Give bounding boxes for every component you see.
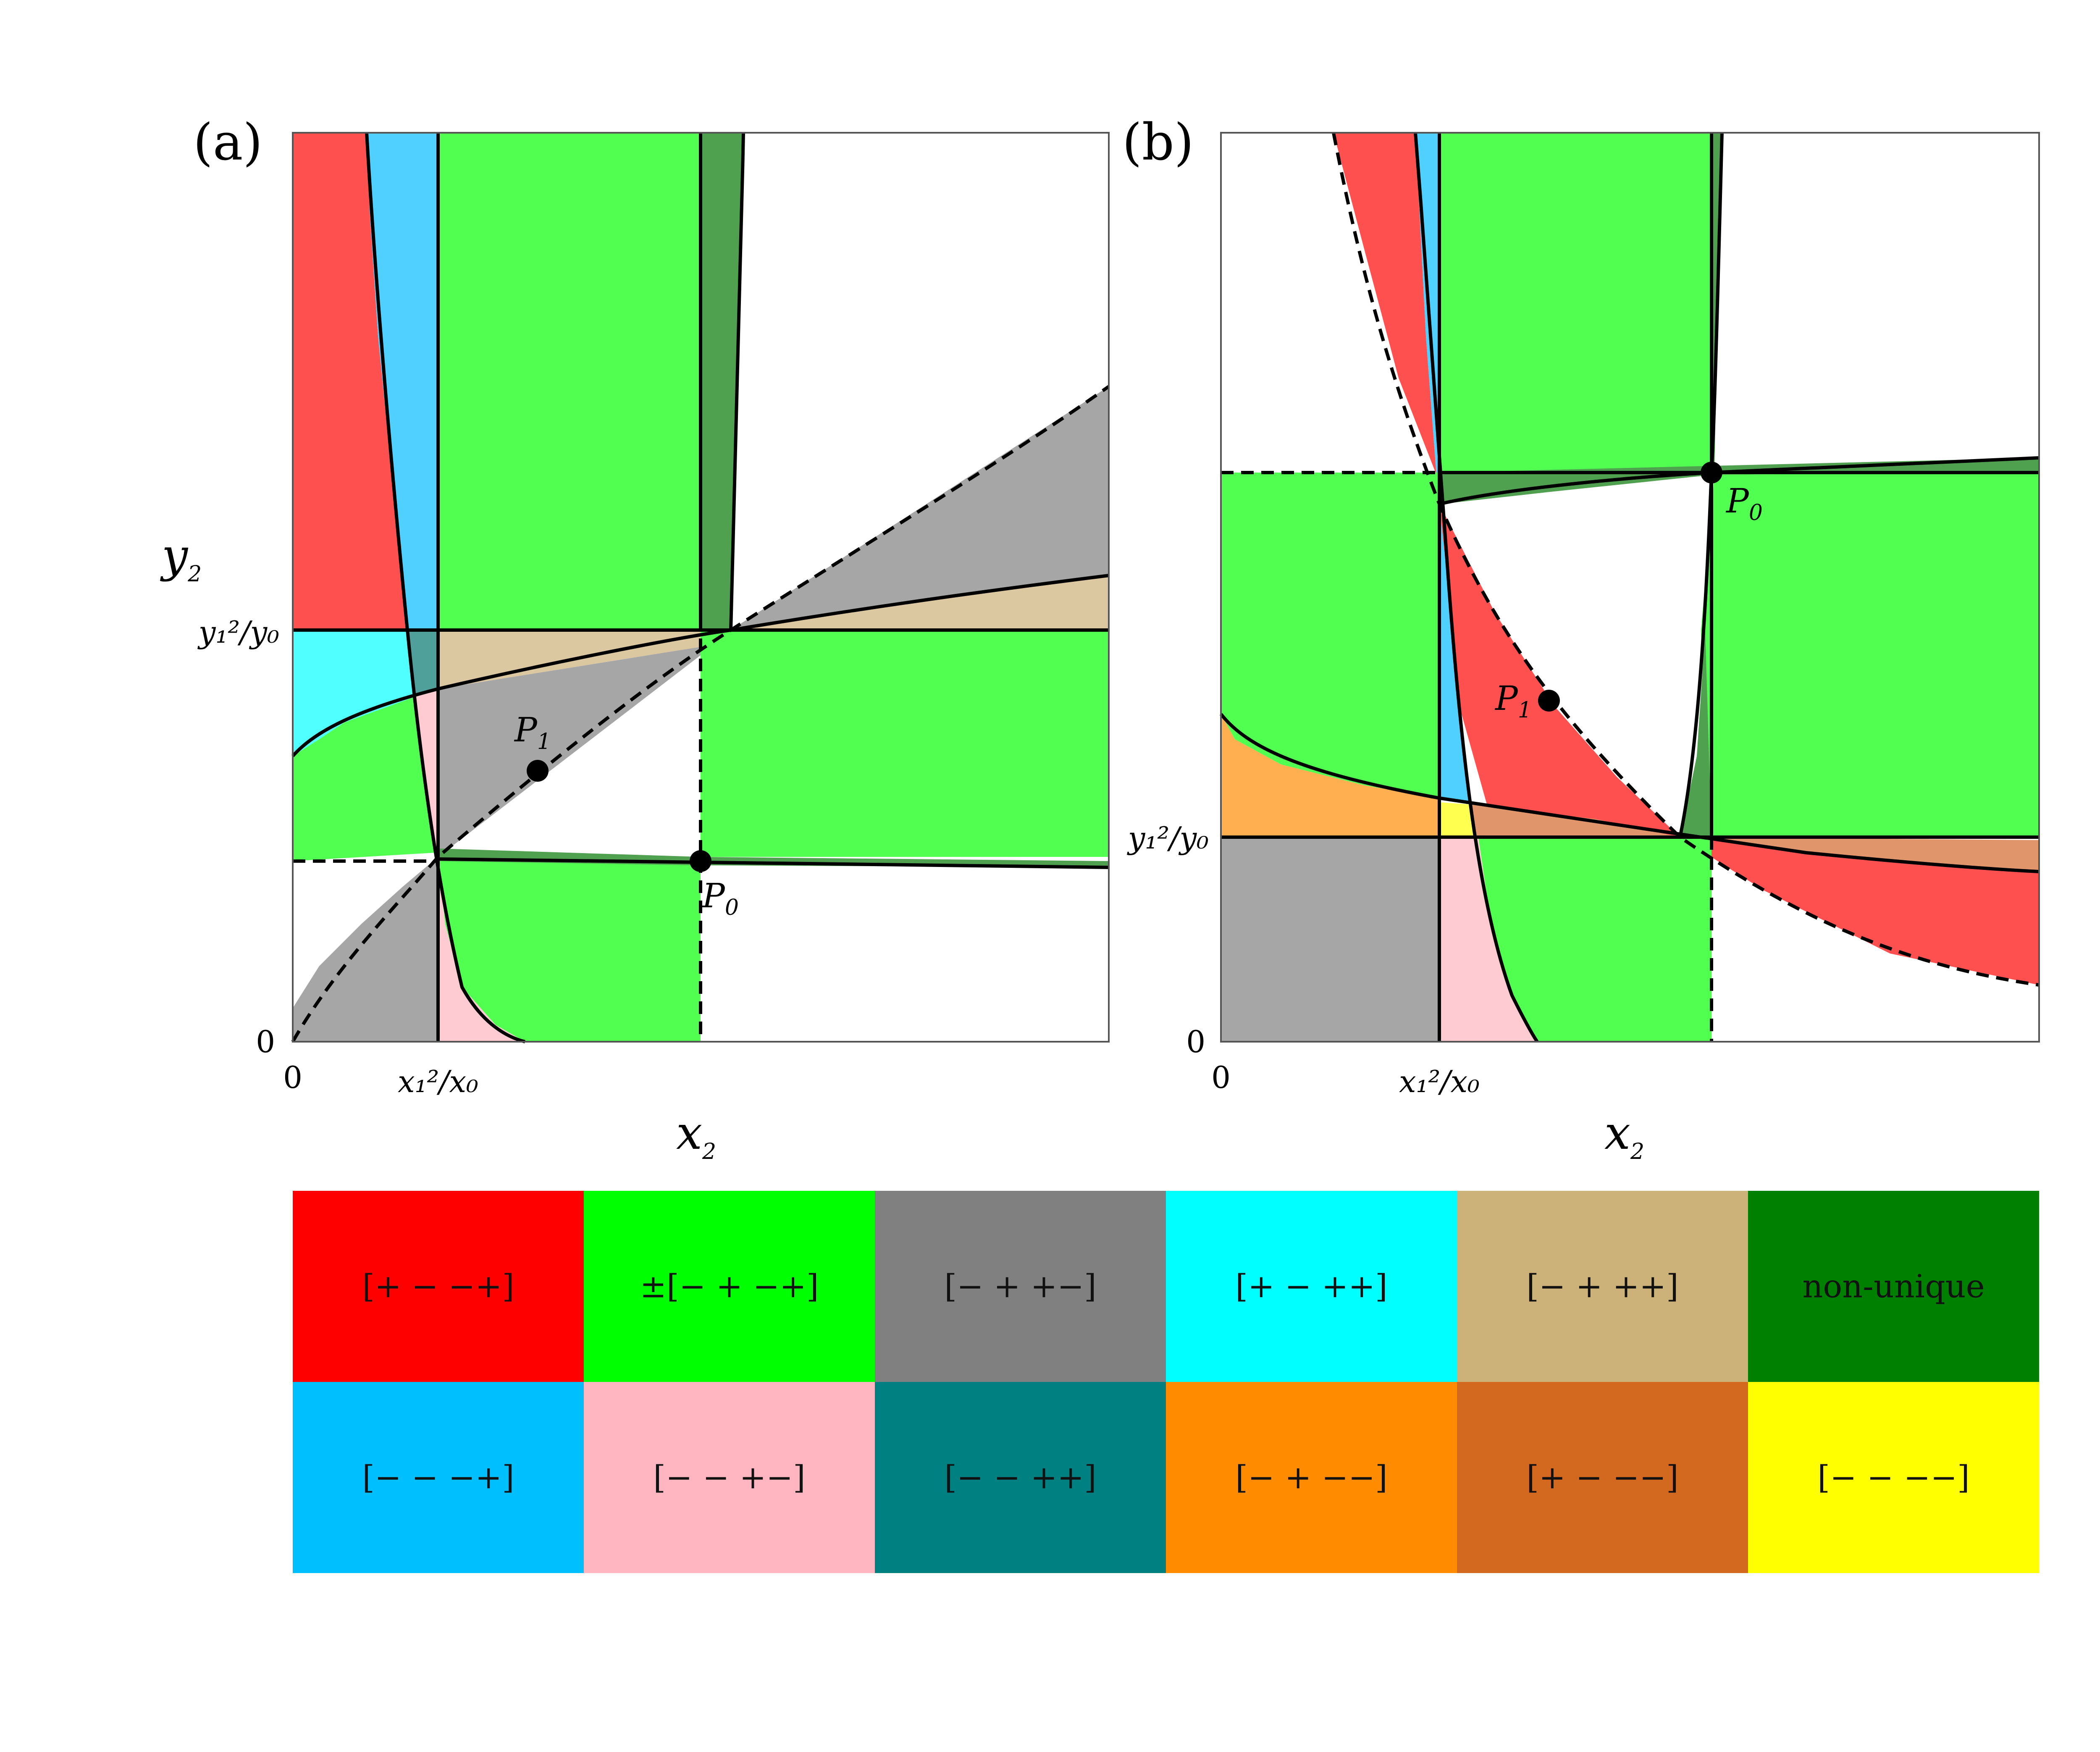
region-b-pink: [1439, 837, 1537, 1042]
legend-item: [− − +−]: [584, 1382, 875, 1573]
legend: [+ − −+] ±[− + −+] [− + +−] [+ − ++] [− + ++…: [293, 1191, 2039, 1573]
legend-item: [− − ++]: [875, 1382, 1166, 1573]
point-b-p1-label: P1: [1494, 679, 1532, 723]
legend-item: [− + ++]: [1457, 1191, 1748, 1382]
axis-b-ytick-1: y₁²/y₀: [1127, 820, 1209, 856]
point-a-p1-label: P1: [514, 710, 551, 754]
legend-swatch: [875, 1191, 1166, 1382]
region-b-red-top: [1334, 133, 1436, 475]
axis-a-ytick-1: y₁²/y₀: [197, 615, 279, 650]
axis-a-xtick-0: 0: [283, 1060, 302, 1095]
point-b-p0: [1701, 462, 1722, 483]
region-gray-lower: [293, 857, 438, 1042]
legend-swatch: [293, 1191, 584, 1382]
legend-swatch: [584, 1382, 875, 1573]
legend-swatch: [293, 1382, 584, 1573]
legend-label: [+ − ++]: [1235, 1268, 1387, 1305]
legend-item: [− − −−]: [1748, 1382, 2039, 1573]
legend-swatch: [1748, 1191, 2039, 1382]
legend-swatch: [1457, 1191, 1748, 1382]
region-b-orange: [1221, 714, 1439, 837]
legend-item: [+ − ++]: [1166, 1191, 1457, 1382]
point-a-p0-label: P0: [701, 876, 739, 920]
curve-a3: [291, 574, 1109, 757]
legend-label: [− − +−]: [653, 1459, 805, 1496]
legend-swatch: [1166, 1382, 1457, 1573]
curve-a2: [729, 132, 745, 630]
panel-b-regions: [1221, 133, 2039, 1042]
curve-a4: [438, 857, 1109, 869]
legend-label: [− + +−]: [944, 1268, 1096, 1305]
region-green-top: [438, 133, 701, 630]
axis-b-xlabel: x2: [1604, 1106, 1644, 1164]
legend-item: [− − −+]: [293, 1382, 584, 1573]
panel-a-curves: [291, 132, 1110, 1043]
region-b-dark-green-band: [1439, 458, 2039, 504]
region-light-blue: [367, 133, 438, 630]
region-b-green-left: [1221, 473, 1439, 798]
legend-label: [+ − −−]: [1526, 1459, 1678, 1496]
curve-b4: [1219, 713, 2040, 873]
point-b-p0-label: P0: [1725, 481, 1763, 525]
legend-label: [− − ++]: [944, 1459, 1096, 1496]
panel-b: (b): [1122, 113, 2040, 1164]
region-b-green-lower: [1478, 837, 1712, 1042]
legend-swatch: [1748, 1382, 2039, 1573]
panel-a: (a): [160, 113, 1110, 1164]
region-b-red-lower: [1680, 837, 2039, 985]
axis-b-xtick-1: x₁²/x₀: [1399, 1064, 1480, 1099]
axis-a-ytick-0: 0: [256, 1024, 275, 1059]
axis-b-ytick-0: 0: [1186, 1024, 1205, 1059]
legend-label: ±[− + −+]: [640, 1268, 819, 1305]
region-b-green-top: [1439, 133, 1712, 473]
legend-label: [− + ++]: [1526, 1268, 1678, 1305]
region-teal: [407, 630, 438, 697]
point-a-p1: [527, 760, 549, 782]
region-gray-middle: [438, 647, 701, 857]
legend-item: non-unique: [1748, 1191, 2039, 1382]
panel-b-letter: (b): [1122, 113, 1194, 172]
point-b-p1: [1538, 690, 1560, 712]
point-a-p0: [690, 850, 711, 872]
panel-a-frame: [292, 132, 1110, 1043]
region-red: [293, 133, 407, 630]
region-gray-wedge: [731, 386, 1109, 630]
legend-item: ±[− + −+]: [584, 1191, 875, 1382]
region-b-green-right: [1701, 473, 2039, 837]
dashed-a-diag: [291, 385, 1110, 1043]
curve-a1: [365, 132, 525, 1043]
region-cyan: [293, 630, 414, 756]
legend-label: [− − −+]: [362, 1459, 514, 1496]
panel-a-letter: (a): [193, 113, 262, 172]
legend-label: [+ − −+]: [362, 1268, 514, 1305]
region-green-left: [293, 697, 435, 861]
legend-swatch: [1457, 1382, 1748, 1573]
axis-b-xtick-0: 0: [1211, 1060, 1231, 1095]
legend-item: [+ − −+]: [293, 1191, 584, 1382]
region-green-right: [701, 630, 1109, 857]
panel-b-frame: [1220, 132, 2040, 1043]
legend-swatch: [584, 1191, 875, 1382]
legend-label: [− + −−]: [1235, 1459, 1387, 1496]
axis-a-ylabel: y2: [160, 528, 202, 587]
axis-a-xlabel: x2: [676, 1106, 716, 1164]
legend-swatch: [1166, 1191, 1457, 1382]
legend-item: [− + +−]: [875, 1191, 1166, 1382]
panel-a-regions: [293, 133, 1109, 1042]
region-b-yellow: [1439, 802, 1474, 837]
legend-label: [− − −−]: [1817, 1459, 1969, 1496]
region-b-gray: [1221, 837, 1439, 1042]
region-b-red-mid: [1439, 504, 1680, 837]
region-pink-lower: [438, 865, 525, 1042]
region-green-lower: [438, 861, 701, 1042]
legend-item: [− + −−]: [1166, 1382, 1457, 1573]
legend-item: [+ − −−]: [1457, 1382, 1748, 1573]
region-b-dark-green-vert: [1680, 630, 1712, 837]
legend-swatch: [875, 1382, 1166, 1573]
axis-a-xtick-1: x₁²/x₀: [398, 1064, 478, 1099]
legend-label: non-unique: [1802, 1268, 1984, 1305]
curve-b1: [1414, 132, 1539, 1043]
